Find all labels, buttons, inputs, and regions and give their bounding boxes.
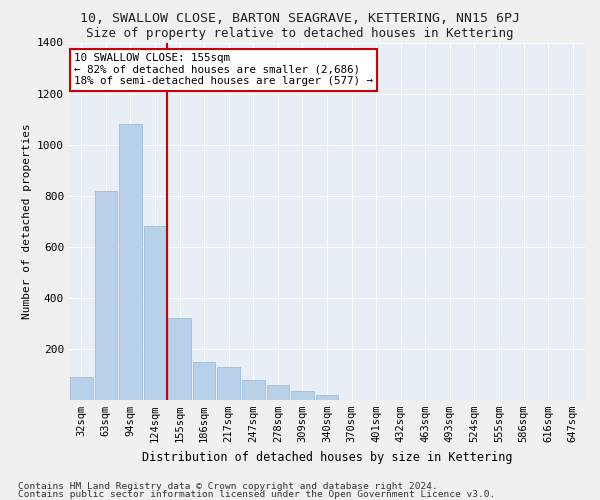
Bar	[217, 367, 240, 400]
Text: Contains HM Land Registry data © Crown copyright and database right 2024.: Contains HM Land Registry data © Crown c…	[18, 482, 438, 491]
Bar	[119, 124, 142, 400]
Bar	[316, 395, 338, 400]
Bar	[168, 318, 191, 400]
X-axis label: Distribution of detached houses by size in Kettering: Distribution of detached houses by size …	[142, 450, 512, 464]
Bar	[143, 226, 166, 400]
Bar	[266, 384, 289, 400]
Text: 10 SWALLOW CLOSE: 155sqm
← 82% of detached houses are smaller (2,686)
18% of sem: 10 SWALLOW CLOSE: 155sqm ← 82% of detach…	[74, 53, 373, 86]
Text: Size of property relative to detached houses in Kettering: Size of property relative to detached ho…	[86, 28, 514, 40]
Text: 10, SWALLOW CLOSE, BARTON SEAGRAVE, KETTERING, NN15 6PJ: 10, SWALLOW CLOSE, BARTON SEAGRAVE, KETT…	[80, 12, 520, 26]
Bar	[193, 362, 215, 400]
Text: Contains public sector information licensed under the Open Government Licence v3: Contains public sector information licen…	[18, 490, 495, 499]
Bar	[95, 190, 117, 400]
Bar	[291, 391, 314, 400]
Bar	[70, 377, 92, 400]
Y-axis label: Number of detached properties: Number of detached properties	[22, 124, 32, 319]
Bar	[242, 380, 265, 400]
